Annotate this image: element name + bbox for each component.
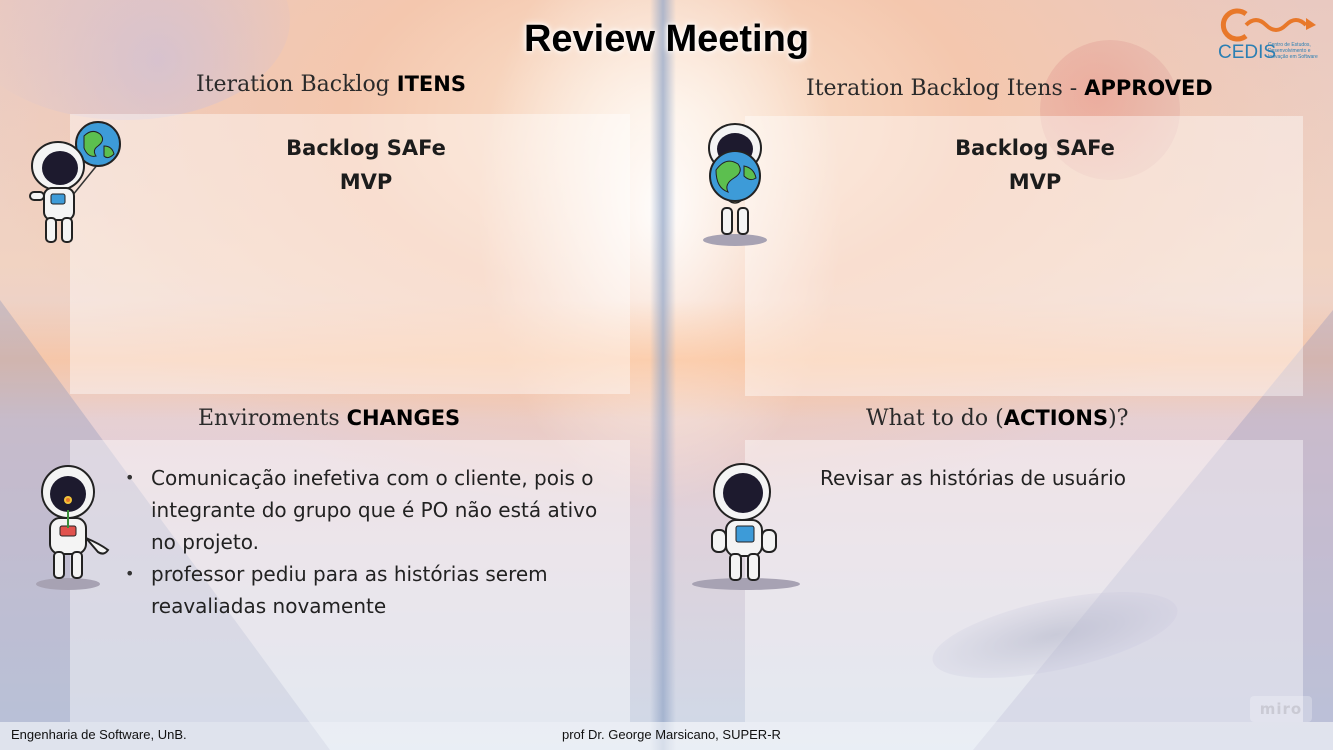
approved-heading: Iteration Backlog Itens - APPROVED [806, 76, 1213, 101]
approved-line-1[interactable]: Backlog SAFe [955, 136, 1115, 160]
heading-emphasis: APPROVED [1084, 76, 1213, 100]
heading-prefix: Iteration Backlog Itens - [806, 76, 1085, 101]
astronaut-globe-balloon-icon [29, 121, 121, 243]
cedis-logo-icon [1220, 8, 1316, 42]
logo-name: CEDIS [1218, 42, 1277, 63]
logo-tagline: Centro de Estudos, Desenvolvimento e Ino… [1268, 42, 1318, 60]
astronaut-holding-globe-icon [703, 123, 767, 246]
actions-text[interactable]: Revisar as histórias de usuário [820, 466, 1126, 490]
backlog-line-1[interactable]: Backlog SAFe [286, 136, 446, 160]
heading-emphasis: ITENS [396, 72, 466, 96]
miro-watermark: miro [1250, 696, 1312, 722]
planet-right-decoration [1040, 40, 1180, 180]
iteration-backlog-heading: Iteration Backlog ITENS [196, 72, 466, 97]
actions-heading: What to do (ACTIONS)? [866, 406, 1128, 431]
astronaut-holding-flower-icon [36, 465, 110, 590]
heading-prefix: What to do ( [866, 406, 1004, 431]
approved-line-2[interactable]: MVP [1008, 170, 1062, 194]
cedis-logo: CEDIS Centro de Estudos, Desenvolvimento… [1216, 6, 1326, 68]
heading-prefix: Enviroments [198, 406, 347, 431]
central-spire-decoration [650, 0, 676, 750]
heading-suffix: )? [1108, 406, 1129, 431]
astronaut-standing-icon [692, 463, 800, 590]
mountain-right-decoration [973, 310, 1333, 750]
bullet-item[interactable]: professor pediu para as histórias serem … [125, 558, 625, 622]
heading-emphasis: CHANGES [346, 406, 461, 430]
footer-left-text: Engenharia de Software, UnB. [11, 727, 187, 742]
footer-center-text: prof Dr. George Marsicano, SUPER-R [562, 727, 781, 742]
iteration-backlog-content: Backlog SAFe MVP [216, 131, 516, 199]
slide-title: Review Meeting [523, 18, 810, 60]
bullet-item[interactable]: Comunicação inefetiva com o cliente, poi… [125, 462, 625, 558]
changes-heading: Enviroments CHANGES [198, 406, 460, 431]
approved-content: Backlog SAFe MVP [885, 131, 1185, 199]
heading-emphasis: ACTIONS [1003, 406, 1109, 430]
actions-panel [745, 440, 1303, 722]
iteration-backlog-panel [70, 114, 630, 394]
approved-panel [745, 116, 1303, 396]
footer-bar [0, 722, 1333, 750]
changes-bullet-list: Comunicação inefetiva com o cliente, poi… [125, 462, 625, 622]
backlog-line-2[interactable]: MVP [339, 170, 393, 194]
heading-prefix: Iteration Backlog [196, 72, 397, 97]
